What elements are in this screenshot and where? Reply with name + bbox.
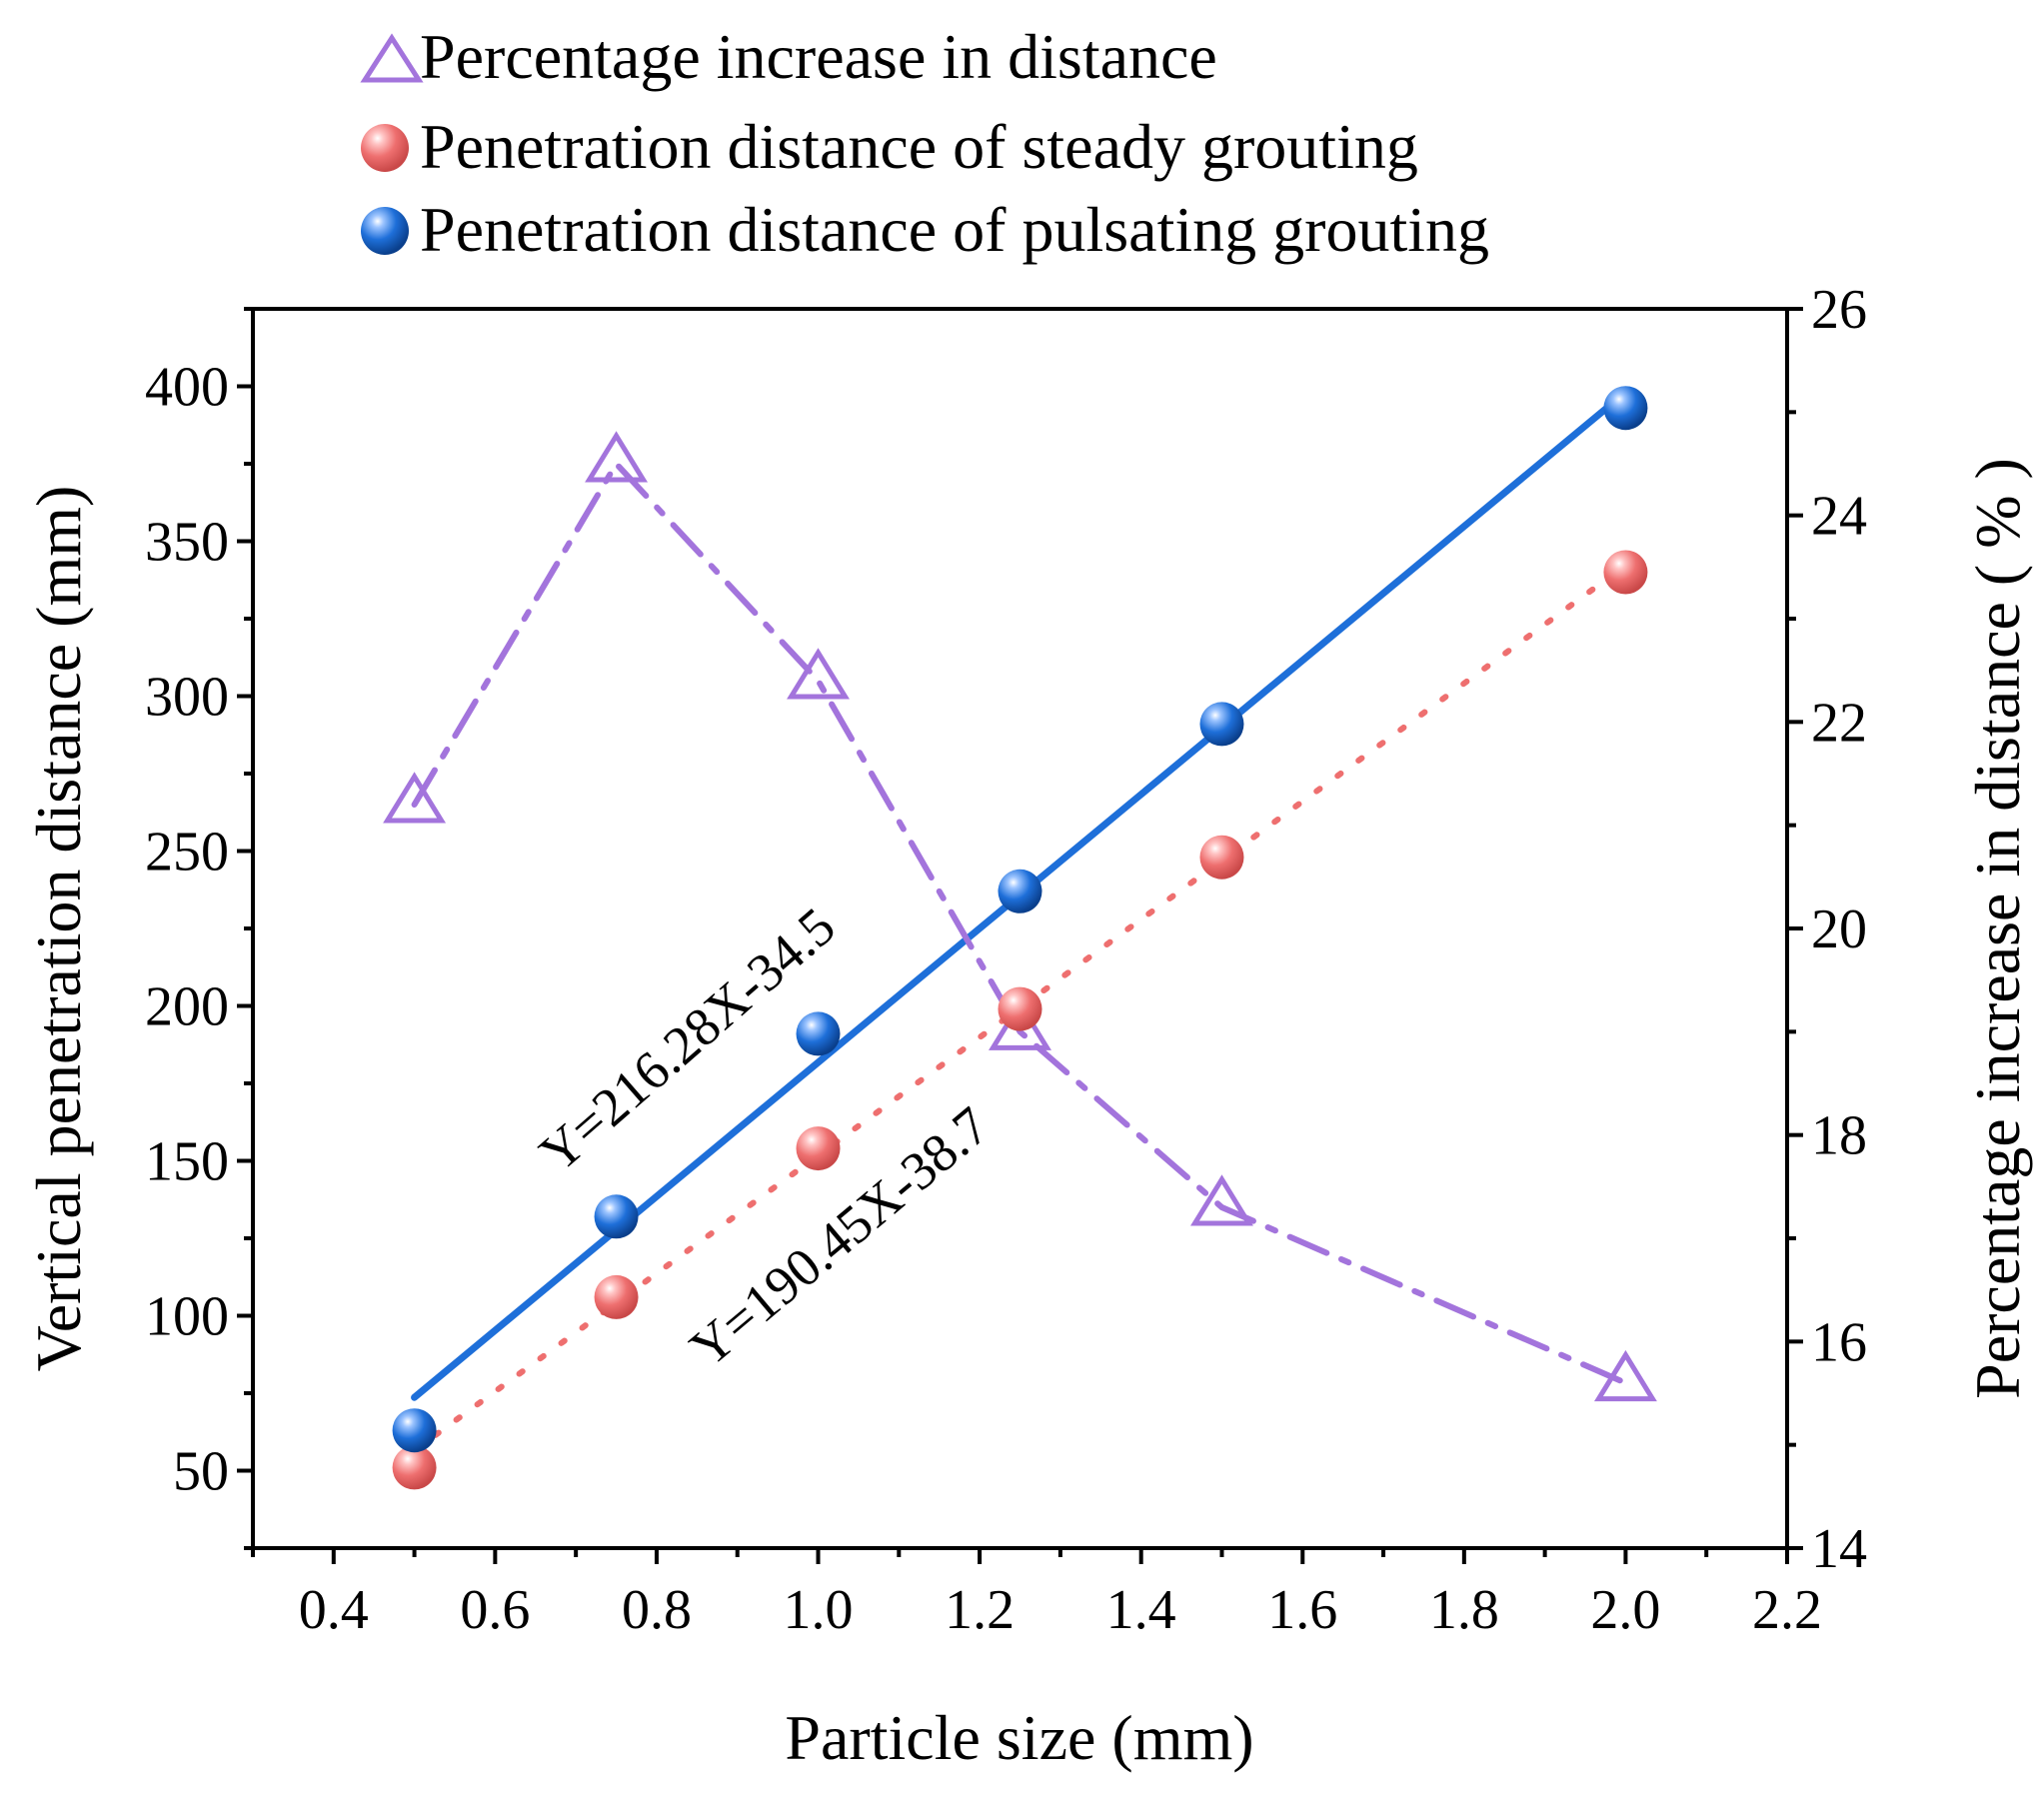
pulsating-point-marker bbox=[998, 869, 1042, 913]
percentage-triangle-marker bbox=[585, 431, 649, 483]
legend-item-steady: Penetration distance of steady grouting bbox=[361, 111, 1418, 182]
y2-axis-title: Percentage increase in distance ( % ) bbox=[1962, 458, 2033, 1399]
x-tick-label: 1.8 bbox=[1429, 1579, 1499, 1641]
percentage-triangle-marker bbox=[1190, 1174, 1253, 1226]
percentage-triangle-marker bbox=[383, 772, 447, 824]
x-tick-label: 0.4 bbox=[299, 1579, 369, 1641]
y-tick-label: 350 bbox=[145, 512, 229, 574]
x-tick-label: 0.6 bbox=[460, 1579, 530, 1641]
x-tick-label: 2.2 bbox=[1752, 1579, 1822, 1641]
pulsating-point-marker bbox=[392, 1408, 437, 1453]
pulsating-point-marker bbox=[796, 1011, 841, 1056]
legend-label-steady: Penetration distance of steady grouting bbox=[420, 111, 1418, 182]
legend: Percentage increase in distance Penetrat… bbox=[360, 21, 1489, 265]
y2-tick-label: 24 bbox=[1811, 486, 1867, 548]
legend-item-percentage: Percentage increase in distance bbox=[360, 21, 1217, 92]
y-tick-label: 150 bbox=[145, 1131, 229, 1193]
legend-triangle-marker bbox=[360, 33, 424, 83]
y2-tick-label: 16 bbox=[1811, 1311, 1867, 1373]
plot-frame bbox=[251, 307, 1789, 1550]
steady-point-marker bbox=[1199, 835, 1244, 880]
x-tick-label: 0.8 bbox=[622, 1579, 692, 1641]
y2-tick-label: 18 bbox=[1811, 1105, 1867, 1167]
x-tick-label: 1.6 bbox=[1267, 1579, 1337, 1641]
y-tick-label: 100 bbox=[145, 1286, 229, 1348]
steady-point-marker bbox=[998, 986, 1042, 1031]
x-tick-label: 1.2 bbox=[945, 1579, 1015, 1641]
x-axis-title: Particle size (mm) bbox=[785, 1702, 1253, 1773]
steady-point-marker bbox=[1603, 550, 1648, 595]
steady-point-marker bbox=[796, 1126, 841, 1171]
legend-red-sphere-marker bbox=[361, 124, 409, 172]
x-axis-ticks: 0.4 0.6 0.8 1.0 1.2 1.4 1.6 1.8 2.0 2.2 bbox=[251, 1548, 1822, 1641]
y-tick-label: 200 bbox=[145, 976, 229, 1038]
percentage-triangle-marker bbox=[787, 648, 850, 700]
legend-label-percentage: Percentage increase in distance bbox=[420, 21, 1217, 92]
y-tick-label: 300 bbox=[145, 667, 229, 729]
series-lines bbox=[411, 459, 1629, 1386]
steady-point-marker bbox=[392, 1445, 437, 1490]
y-tick-label: 50 bbox=[173, 1441, 229, 1503]
percentage-series-line bbox=[411, 459, 1629, 1386]
pulsating-point-marker bbox=[594, 1194, 639, 1239]
pulsating-point-marker bbox=[1603, 386, 1648, 431]
x-tick-label: 2.0 bbox=[1590, 1579, 1660, 1641]
y-axis-title: Vertical penetration distance (mm) bbox=[23, 486, 94, 1372]
y2-tick-label: 14 bbox=[1811, 1518, 1867, 1580]
y-axis-ticks: 50 100 150 200 250 300 350 400 bbox=[145, 307, 253, 1550]
y-tick-label: 250 bbox=[145, 822, 229, 884]
y2-tick-label: 26 bbox=[1811, 279, 1867, 341]
legend-item-pulsating: Penetration distance of pulsating grouti… bbox=[361, 194, 1489, 265]
legend-blue-sphere-marker bbox=[361, 207, 409, 255]
y-tick-label: 400 bbox=[145, 357, 229, 419]
x-tick-label: 1.4 bbox=[1106, 1579, 1176, 1641]
y2-tick-label: 22 bbox=[1811, 692, 1867, 754]
y2-axis-ticks: 14 16 18 20 22 24 26 bbox=[1787, 279, 1867, 1580]
x-tick-label: 1.0 bbox=[784, 1579, 854, 1641]
steady-point-marker bbox=[594, 1274, 639, 1319]
steady-fit-line bbox=[411, 562, 1629, 1454]
percentage-triangle-marker bbox=[1593, 1349, 1657, 1402]
pulsating-point-marker bbox=[1199, 702, 1244, 747]
y2-tick-label: 20 bbox=[1811, 898, 1867, 960]
data-markers bbox=[383, 386, 1657, 1490]
legend-label-pulsating: Penetration distance of pulsating grouti… bbox=[420, 194, 1489, 265]
